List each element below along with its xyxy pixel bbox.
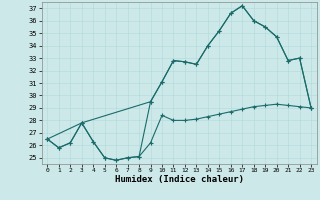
X-axis label: Humidex (Indice chaleur): Humidex (Indice chaleur) <box>115 175 244 184</box>
